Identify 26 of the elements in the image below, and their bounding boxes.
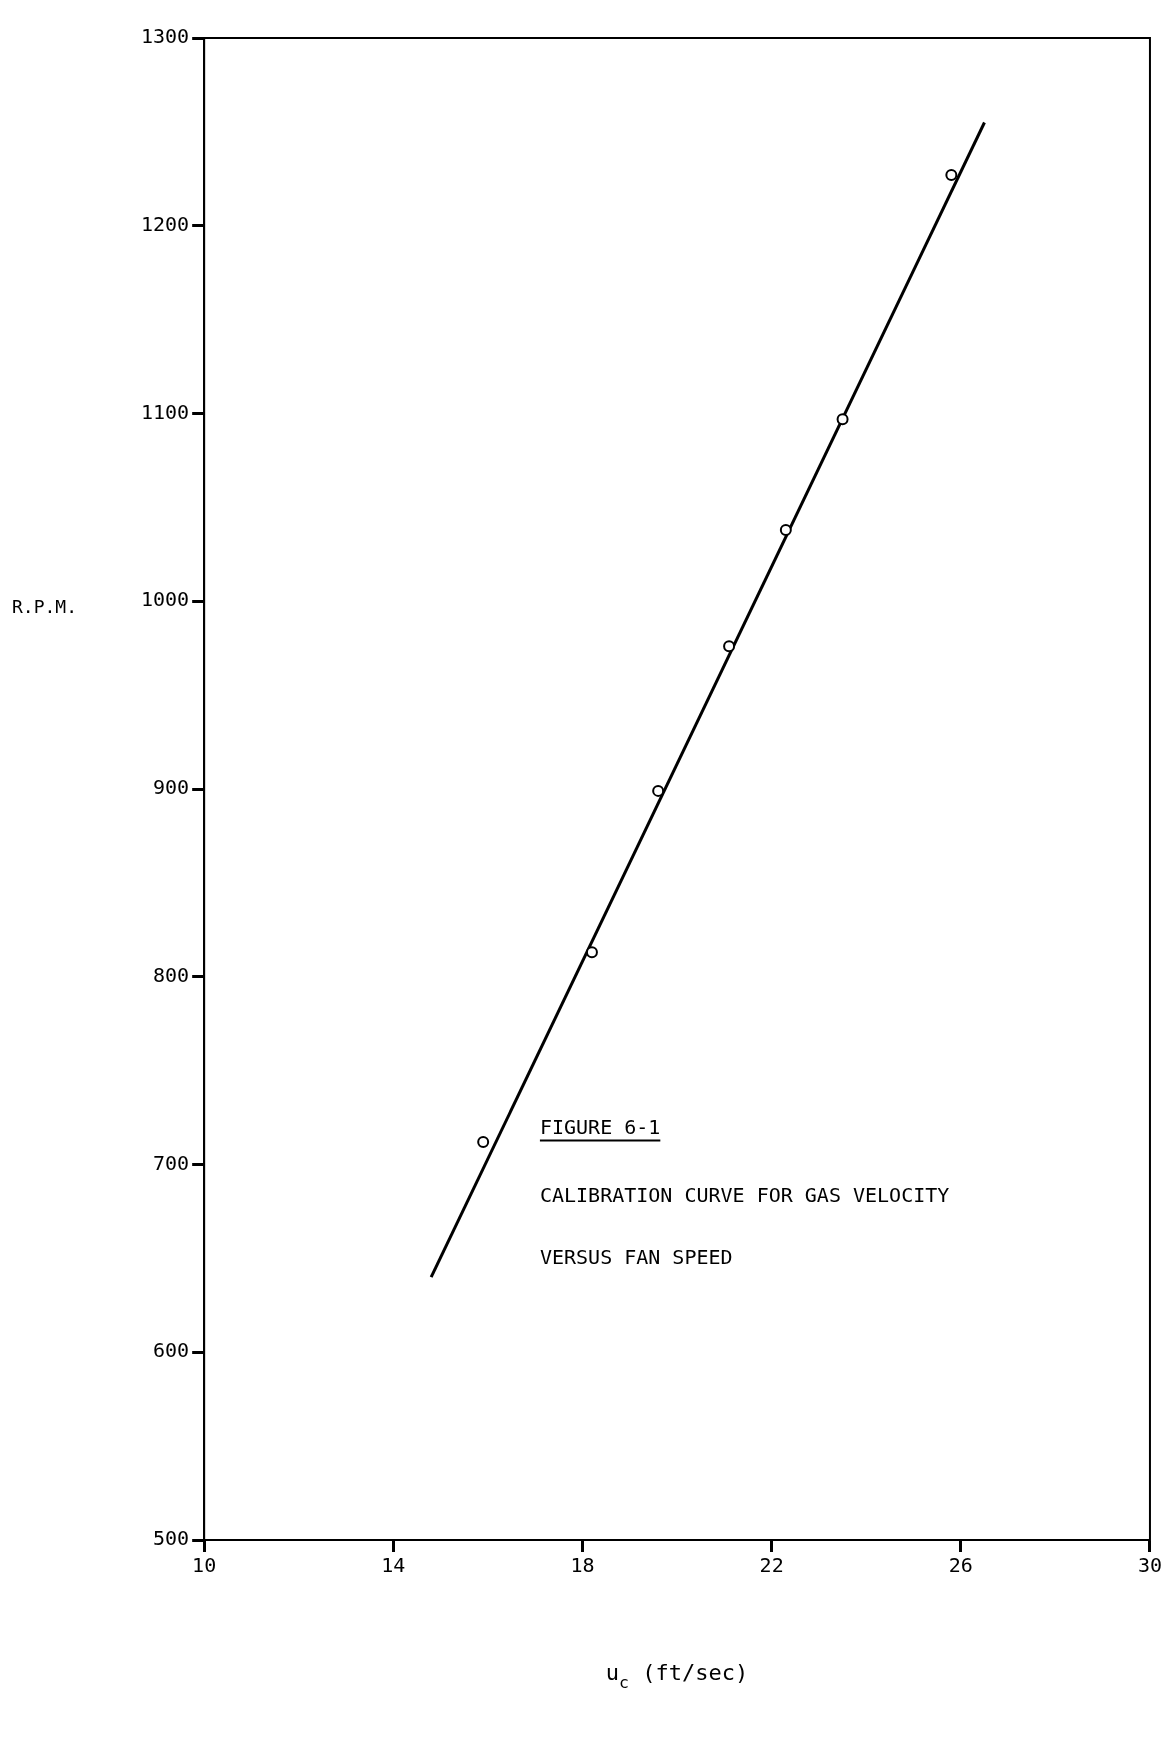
point — [585, 946, 598, 959]
annotation: CALIBRATION CURVE FOR GAS VELOCITY — [539, 1183, 950, 1208]
point — [836, 413, 849, 426]
point — [652, 784, 665, 797]
y-tick-label: 800 — [153, 962, 190, 987]
y-tick-label: 700 — [153, 1150, 190, 1175]
annotation: VERSUS FAN SPEED — [539, 1244, 733, 1269]
x-tick-label: 30 — [1137, 1553, 1163, 1578]
y-tick-label: 1300 — [140, 24, 190, 49]
y-axis-title: R.P.M. — [12, 596, 78, 618]
point — [723, 640, 736, 653]
y-tick-label: 1000 — [140, 587, 190, 612]
annotation: FIGURE 6-1 — [539, 1115, 661, 1140]
y-tick-label: 900 — [153, 775, 190, 800]
y-tick-label: 1200 — [140, 211, 190, 236]
point — [945, 169, 958, 182]
x-tick-label: 10 — [192, 1553, 217, 1578]
point — [779, 523, 792, 536]
y-tick-label: 500 — [153, 1526, 190, 1551]
x-tick-label: 22 — [759, 1553, 784, 1578]
y-tick-label: 600 — [153, 1338, 190, 1363]
point — [477, 1135, 490, 1148]
x-tick-label: 26 — [948, 1553, 973, 1578]
y-tick-label: 1100 — [140, 399, 190, 424]
x-tick-label: 18 — [570, 1553, 595, 1578]
x-tick-label: 14 — [381, 1553, 406, 1578]
